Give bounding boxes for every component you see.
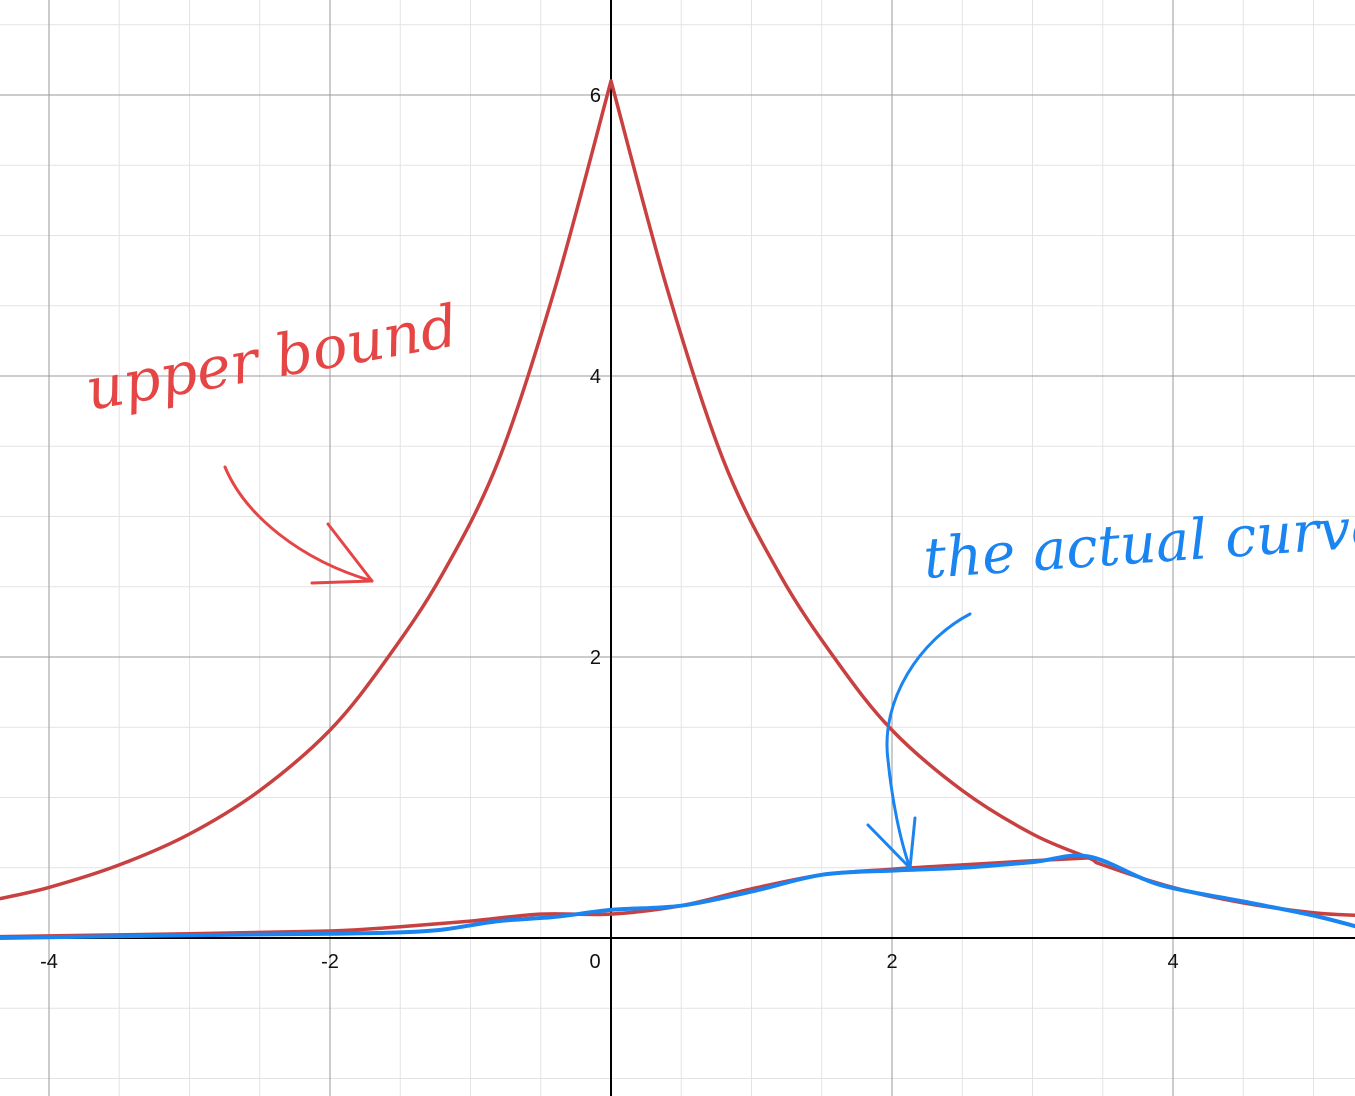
annotation-upper-bound: upper bound xyxy=(81,292,463,585)
y-tick-label: 2 xyxy=(590,647,601,669)
annotation-actual-curve: the actual curve xyxy=(866,495,1355,870)
annotation-upper-bound-arrowhead xyxy=(310,522,374,585)
annotation-upper-bound-text: upper bound xyxy=(81,292,463,424)
x-tick-label: 0 xyxy=(589,951,600,973)
tick-labels: -4 -2 0 2 4 2 4 6 xyxy=(40,85,1178,973)
series-line-0 xyxy=(0,79,1355,917)
y-tick-label: 4 xyxy=(590,366,601,388)
series-lines xyxy=(0,79,1355,940)
x-tick-label: 2 xyxy=(886,951,897,973)
annotation-actual-curve-arrow xyxy=(885,612,972,870)
y-tick-label: 6 xyxy=(590,85,601,107)
series-line-1 xyxy=(0,856,1091,939)
x-tick-label: 4 xyxy=(1167,951,1178,973)
annotation-actual-curve-arrowhead xyxy=(866,816,917,870)
annotation-upper-bound-arrow xyxy=(223,465,374,583)
annotation-actual-curve-text: the actual curve xyxy=(921,495,1355,592)
x-tick-label: -4 xyxy=(40,951,58,973)
series-line-2 xyxy=(0,853,1355,940)
x-tick-label: -2 xyxy=(321,951,339,973)
